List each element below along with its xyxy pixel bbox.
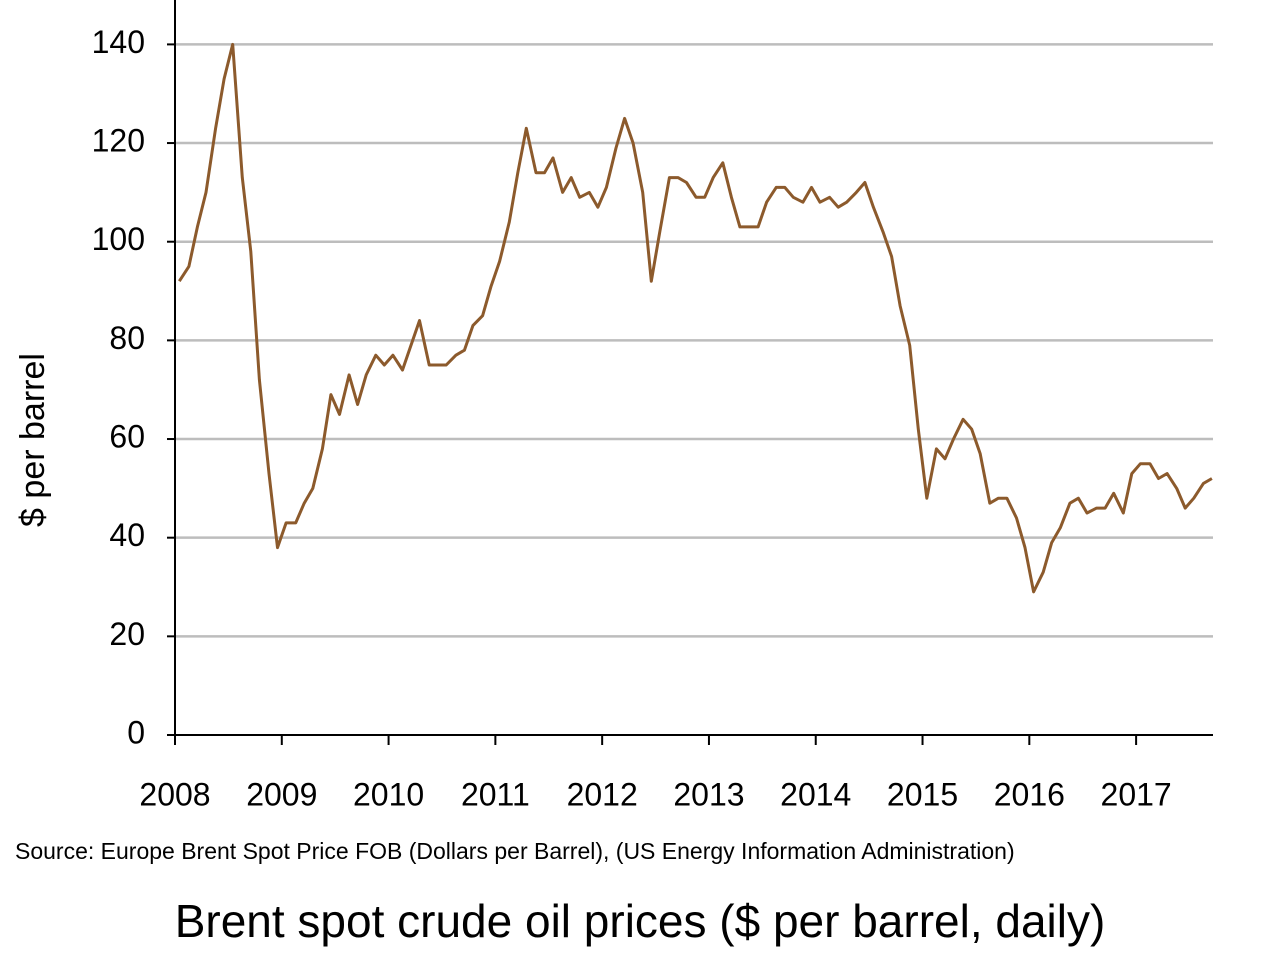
x-tick-label: 2012: [567, 776, 638, 812]
y-tick-label: 0: [127, 714, 145, 750]
y-tick-label: 100: [92, 221, 145, 257]
x-tick-label: 2011: [461, 776, 530, 812]
y-tick-label: 40: [109, 517, 145, 553]
source-note: Source: Europe Brent Spot Price FOB (Dol…: [15, 838, 1015, 864]
y-tick-label: 20: [109, 616, 145, 652]
price-line: [178, 42, 1213, 594]
y-tick-label: 60: [109, 418, 145, 454]
x-tick-label: 2008: [139, 776, 210, 812]
x-tick-label: 2014: [780, 776, 851, 812]
chart-title: Brent spot crude oil prices ($ per barre…: [175, 895, 1106, 947]
y-tick-label: 120: [92, 123, 145, 159]
x-tick-label: 2010: [353, 776, 424, 812]
x-tick-label: 2015: [887, 776, 958, 812]
x-tick-label: 2009: [246, 776, 317, 812]
y-tick-label: 80: [109, 320, 145, 356]
x-tick-label: 2013: [673, 776, 744, 812]
x-tick-label: 2017: [1101, 776, 1172, 812]
y-tick-label: 140: [92, 24, 145, 60]
y-axis-title: $ per barrel: [14, 353, 52, 527]
x-tick-label: 2016: [994, 776, 1065, 812]
